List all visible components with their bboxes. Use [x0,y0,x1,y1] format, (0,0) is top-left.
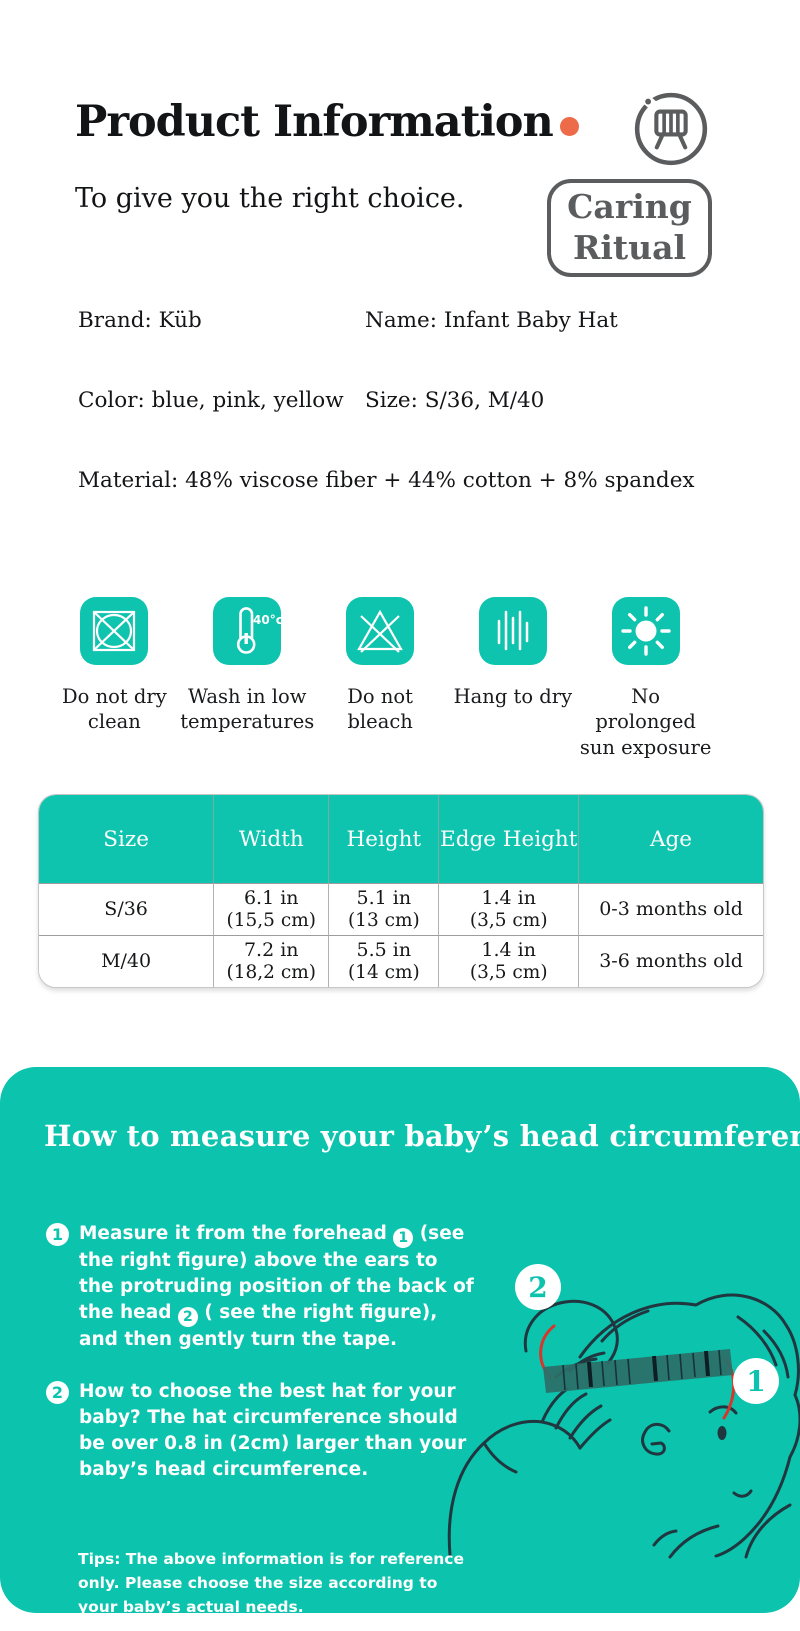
value-in: 1.4 in [481,939,536,961]
head-measuring-illustration: 2 1 [438,1225,800,1561]
measure-step-1: 1 Measure it from the forehead 1 (see th… [46,1221,478,1353]
step-text-part: Measure it from the forehead [79,1223,394,1244]
page-subtitle: To give you the right choice. [75,183,465,214]
care-item-do-not-dry-clean: Do not dry clean [48,597,181,760]
care-item-wash-low-temperature: 40°c Wash in low temperatures [180,597,315,760]
value-cm: (3,5 cm) [469,909,548,931]
cell-age: 3-6 months old [579,935,763,987]
detail-color: Color: blue, pink, yellow [78,388,344,413]
column-header: Edge Height [439,795,580,883]
cell-height: 5.5 in (14 cm) [329,935,440,987]
brand-crib-icon [628,86,714,172]
size-table: Size Width Height Edge Height Age S/36 6… [38,794,764,988]
page-title-text: Product Information [75,97,554,147]
care-item-no-sun-exposure: No prolonged sun exposure [579,597,712,760]
value-in: 1.4 in [481,887,536,909]
figure-badge-2: 2 [528,1271,547,1304]
no-sun-exposure-icon [611,597,680,665]
step-text: How to choose the best hat for your baby… [79,1381,467,1480]
value-cm: (18,2 cm) [226,961,316,983]
measure-heading: How to measure your baby’s head circumfe… [44,1119,800,1153]
column-header: Size [39,795,215,883]
table-row: S/36 6.1 in (15,5 cm) 5.1 in (13 cm) 1.4… [39,883,763,935]
value-in: 7.2 in [243,939,299,961]
care-label: No prolonged sun exposure [579,685,712,759]
column-header: Width [214,795,330,883]
detail-brand: Brand: Küb [78,308,202,333]
value-in: 5.5 in [356,939,412,961]
value-cm: (13 cm) [347,909,420,931]
care-item-hang-to-dry: Hang to dry [447,597,580,760]
brand-logo-line2: Ritual [572,227,687,267]
value-cm: (3,5 cm) [469,961,548,983]
wash-low-temperature-icon: 40°c [213,597,282,665]
tips-note: Tips: The above information is for refer… [78,1550,465,1616]
figure-badge-1: 1 [746,1365,765,1398]
cell-height: 5.1 in (13 cm) [329,883,440,935]
care-label: Do not dry clean [62,685,167,734]
cell-size: M/40 [39,935,215,987]
do-not-dry-clean-icon [80,597,149,665]
value-cm: (15,5 cm) [226,909,316,931]
care-item-do-not-bleach: Do not bleach [314,597,447,760]
cell-edge-height: 1.4 in (3,5 cm) [439,935,580,987]
page-title: Product Information [75,97,579,147]
cell-width: 6.1 in (15,5 cm) [214,883,330,935]
care-label: Hang to dry [453,685,573,708]
value-cm: (14 cm) [347,961,420,983]
step-text-part: ( see the right figure), and then gently… [79,1302,438,1350]
measure-heading-text: How to measure your baby’s head circumfe… [44,1119,800,1153]
care-instructions: Do not dry clean 40°c Wash in low temper… [48,597,712,760]
inline-badge-1: 1 [393,1228,414,1248]
column-header: Age [650,826,693,852]
hang-to-dry-icon [478,597,547,665]
value-in: 6.1 in [243,887,299,909]
detail-size: Size: S/36, M/40 [365,388,545,413]
step-number-badge: 2 [46,1381,69,1404]
how-to-measure-panel: How to measure your baby’s head circumfe… [0,1067,800,1616]
table-row: M/40 7.2 in (18,2 cm) 5.5 in (14 cm) 1.4… [39,935,763,987]
wash-temperature-label: 40°c [253,613,281,627]
step-text-part: (see the right figure) above the ears to… [79,1223,474,1323]
cell-age: 0-3 months old [579,883,763,935]
step-number-badge: 1 [46,1223,69,1246]
cell-width: 7.2 in (18,2 cm) [214,935,330,987]
column-header: Height [329,795,440,883]
detail-name: Name: Infant Baby Hat [365,308,618,333]
measure-step-2: 2 How to choose the best hat for your ba… [46,1379,478,1483]
step-text: Measure it from the forehead 1 (see the … [79,1221,478,1353]
measure-steps: 1 Measure it from the forehead 1 (see th… [46,1221,478,1483]
care-label: Do not bleach [347,685,413,734]
cell-size: S/36 [39,883,215,935]
value-in: 5.1 in [356,887,412,909]
accent-dot [559,117,579,136]
brand-logo: Caring Ritual [547,179,712,277]
do-not-bleach-icon [346,597,415,665]
inline-badge-2: 2 [177,1307,198,1327]
care-label: Wash in low temperatures [180,685,315,734]
cell-edge-height: 1.4 in (3,5 cm) [439,883,580,935]
brand-logo-line1: Caring [567,187,692,226]
detail-material: Material: 48% viscose fiber + 44% cotton… [78,468,695,493]
size-table-header: Size Width Height Edge Height Age [39,795,763,883]
